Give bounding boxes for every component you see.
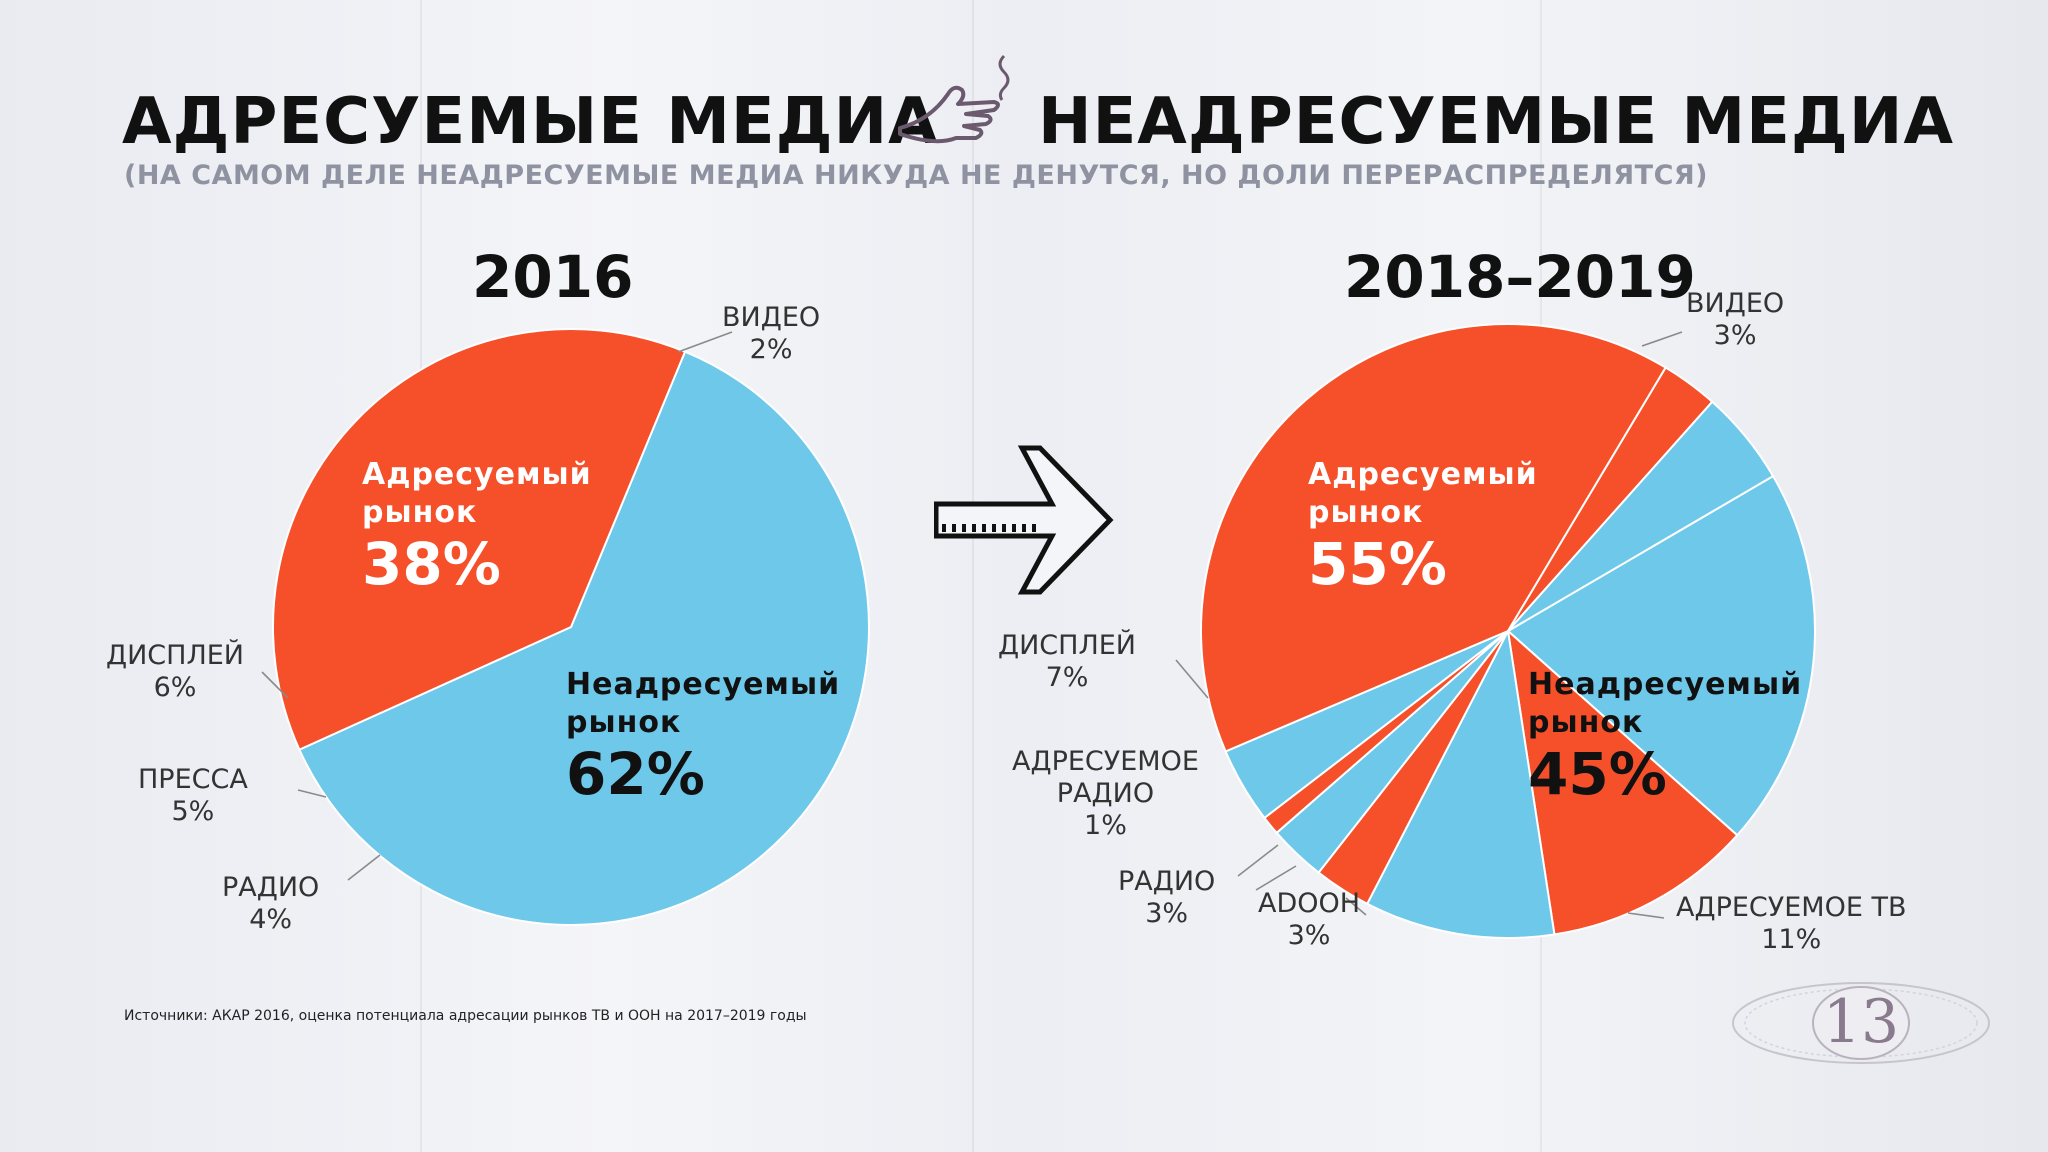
inner-label-line1: Неадресуемый [566, 667, 841, 702]
page-number-badge: 13 [1730, 980, 1992, 1066]
page-number: 13 [1822, 987, 1900, 1057]
callout-name: ДИСПЛЕЙ [106, 640, 245, 671]
callout-addr-tv-2019: АДРЕСУЕМОЕ ТВ 11% [1676, 892, 1906, 956]
callout-name: ПРЕССА [138, 764, 248, 795]
callout-radio-2019: РАДИО 3% [1118, 866, 1215, 930]
inner-label-pct: 62% [566, 740, 705, 808]
callout-video-2019: ВИДЕО 3% [1686, 288, 1784, 352]
title-left: АДРЕСУЕМЫЕ МЕДИА [122, 85, 939, 159]
callout-value: 3% [1145, 898, 1189, 929]
leader-video-2016 [677, 331, 733, 353]
callout-value: 1% [1084, 810, 1127, 841]
callout-value: 3% [1713, 320, 1757, 351]
leader-press-2016 [297, 789, 327, 798]
pie-slice-addressable-7 [1200, 323, 1668, 753]
right-arrow-icon [933, 440, 1114, 600]
inner-label-nonaddressable-2019: Неадресуемый рынок 45% [1528, 666, 1802, 806]
callout-name: ДИСПЛЕЙ [998, 630, 1137, 661]
inner-label-line1: Адресуемый [362, 457, 592, 492]
callout-value: 4% [249, 904, 293, 935]
callout-display-2019: ДИСПЛЕЙ 7% [998, 630, 1136, 694]
leader-display-2019 [1175, 659, 1209, 699]
inner-label-line2: рынок [362, 495, 478, 530]
callout-name: АДРЕСУЕМОЕ [1012, 746, 1199, 777]
callout-name: ADOOH [1258, 888, 1361, 919]
paper-fold-center [972, 0, 974, 1152]
leader-display-2016 [261, 671, 289, 699]
callout-name: РАДИО [222, 872, 320, 903]
callout-value: 3% [1287, 920, 1331, 951]
inner-label-addressable-2019: Адресуемый рынок 55% [1308, 456, 1538, 596]
year-2016: 2016 [472, 243, 634, 311]
leader-addr-radio-2019 [1237, 844, 1279, 877]
callout-name: ВИДЕО [1686, 288, 1785, 319]
pie-slice-addressable-1 [272, 328, 687, 751]
leader-radio-2019 [1255, 865, 1297, 891]
callout-value: 5% [171, 796, 215, 827]
callout-radio-2016: РАДИО 4% [222, 872, 319, 936]
inner-label-line2: рынок [566, 705, 682, 740]
title-right: НЕАДРЕСУЕМЫЕ МЕДИА [1038, 85, 1954, 159]
callout-name: АДРЕСУЕМОЕ ТВ [1676, 892, 1907, 923]
inner-label-line2: рынок [1308, 495, 1424, 530]
leader-adooh-2019 [1345, 897, 1367, 916]
pie-slice-non_addressable-2 [1365, 627, 1556, 939]
callout-adooh-2019: ADOOH 3% [1258, 888, 1360, 952]
pie-slice-addressable-1 [1506, 628, 1739, 936]
inner-label-line2: рынок [1528, 705, 1644, 740]
pie-2016 [272, 328, 870, 926]
leader-video-2019 [1641, 331, 1683, 347]
callout-name: ВИДЕО [722, 302, 821, 333]
callout-addr-radio-2019: АДРЕСУЕМОЕ РАДИО 1% [1012, 746, 1199, 842]
inner-label-pct: 38% [362, 530, 501, 598]
pointing-hand-icon [888, 50, 1018, 160]
pie-slice-non_addressable-0 [298, 350, 870, 926]
callout-value: 2% [749, 334, 793, 365]
callout-video-2016: ВИДЕО 2% [722, 302, 820, 366]
inner-label-nonaddressable-2016: Неадресуемый рынок 62% [566, 666, 840, 806]
callout-press-2016: ПРЕССА 5% [138, 764, 248, 828]
subtitle: (НА САМОМ ДЕЛЕ НЕАДРЕСУЕМЫЕ МЕДИА НИКУДА… [124, 160, 1709, 191]
year-2018-2019: 2018–2019 [1344, 243, 1696, 311]
leader-radio-2016 [347, 854, 381, 881]
callout-display-2016: ДИСПЛЕЙ 6% [106, 640, 244, 704]
leader-addr-tv-2019 [1627, 912, 1665, 919]
callout-value: 11% [1761, 924, 1822, 955]
callout-name: РАДИО [1118, 866, 1216, 897]
pie-slice-non_addressable-0 [1506, 474, 1816, 837]
inner-label-pct: 55% [1308, 530, 1447, 598]
callout-name-2: РАДИО [1056, 778, 1155, 809]
inner-label-addressable-2016: Адресуемый рынок 38% [362, 456, 592, 596]
pie-2018-2019 [1200, 323, 1816, 939]
callout-value: 6% [153, 672, 197, 703]
inner-label-line1: Адресуемый [1308, 457, 1538, 492]
inner-label-line1: Неадресуемый [1528, 667, 1803, 702]
callout-value: 7% [1045, 662, 1089, 693]
source-note: Источники: АКАР 2016, оценка потенциала … [124, 1008, 807, 1024]
callout-leaders [261, 331, 1683, 919]
inner-label-pct: 45% [1528, 740, 1667, 808]
pie-slice-non_addressable-9 [1507, 400, 1775, 632]
